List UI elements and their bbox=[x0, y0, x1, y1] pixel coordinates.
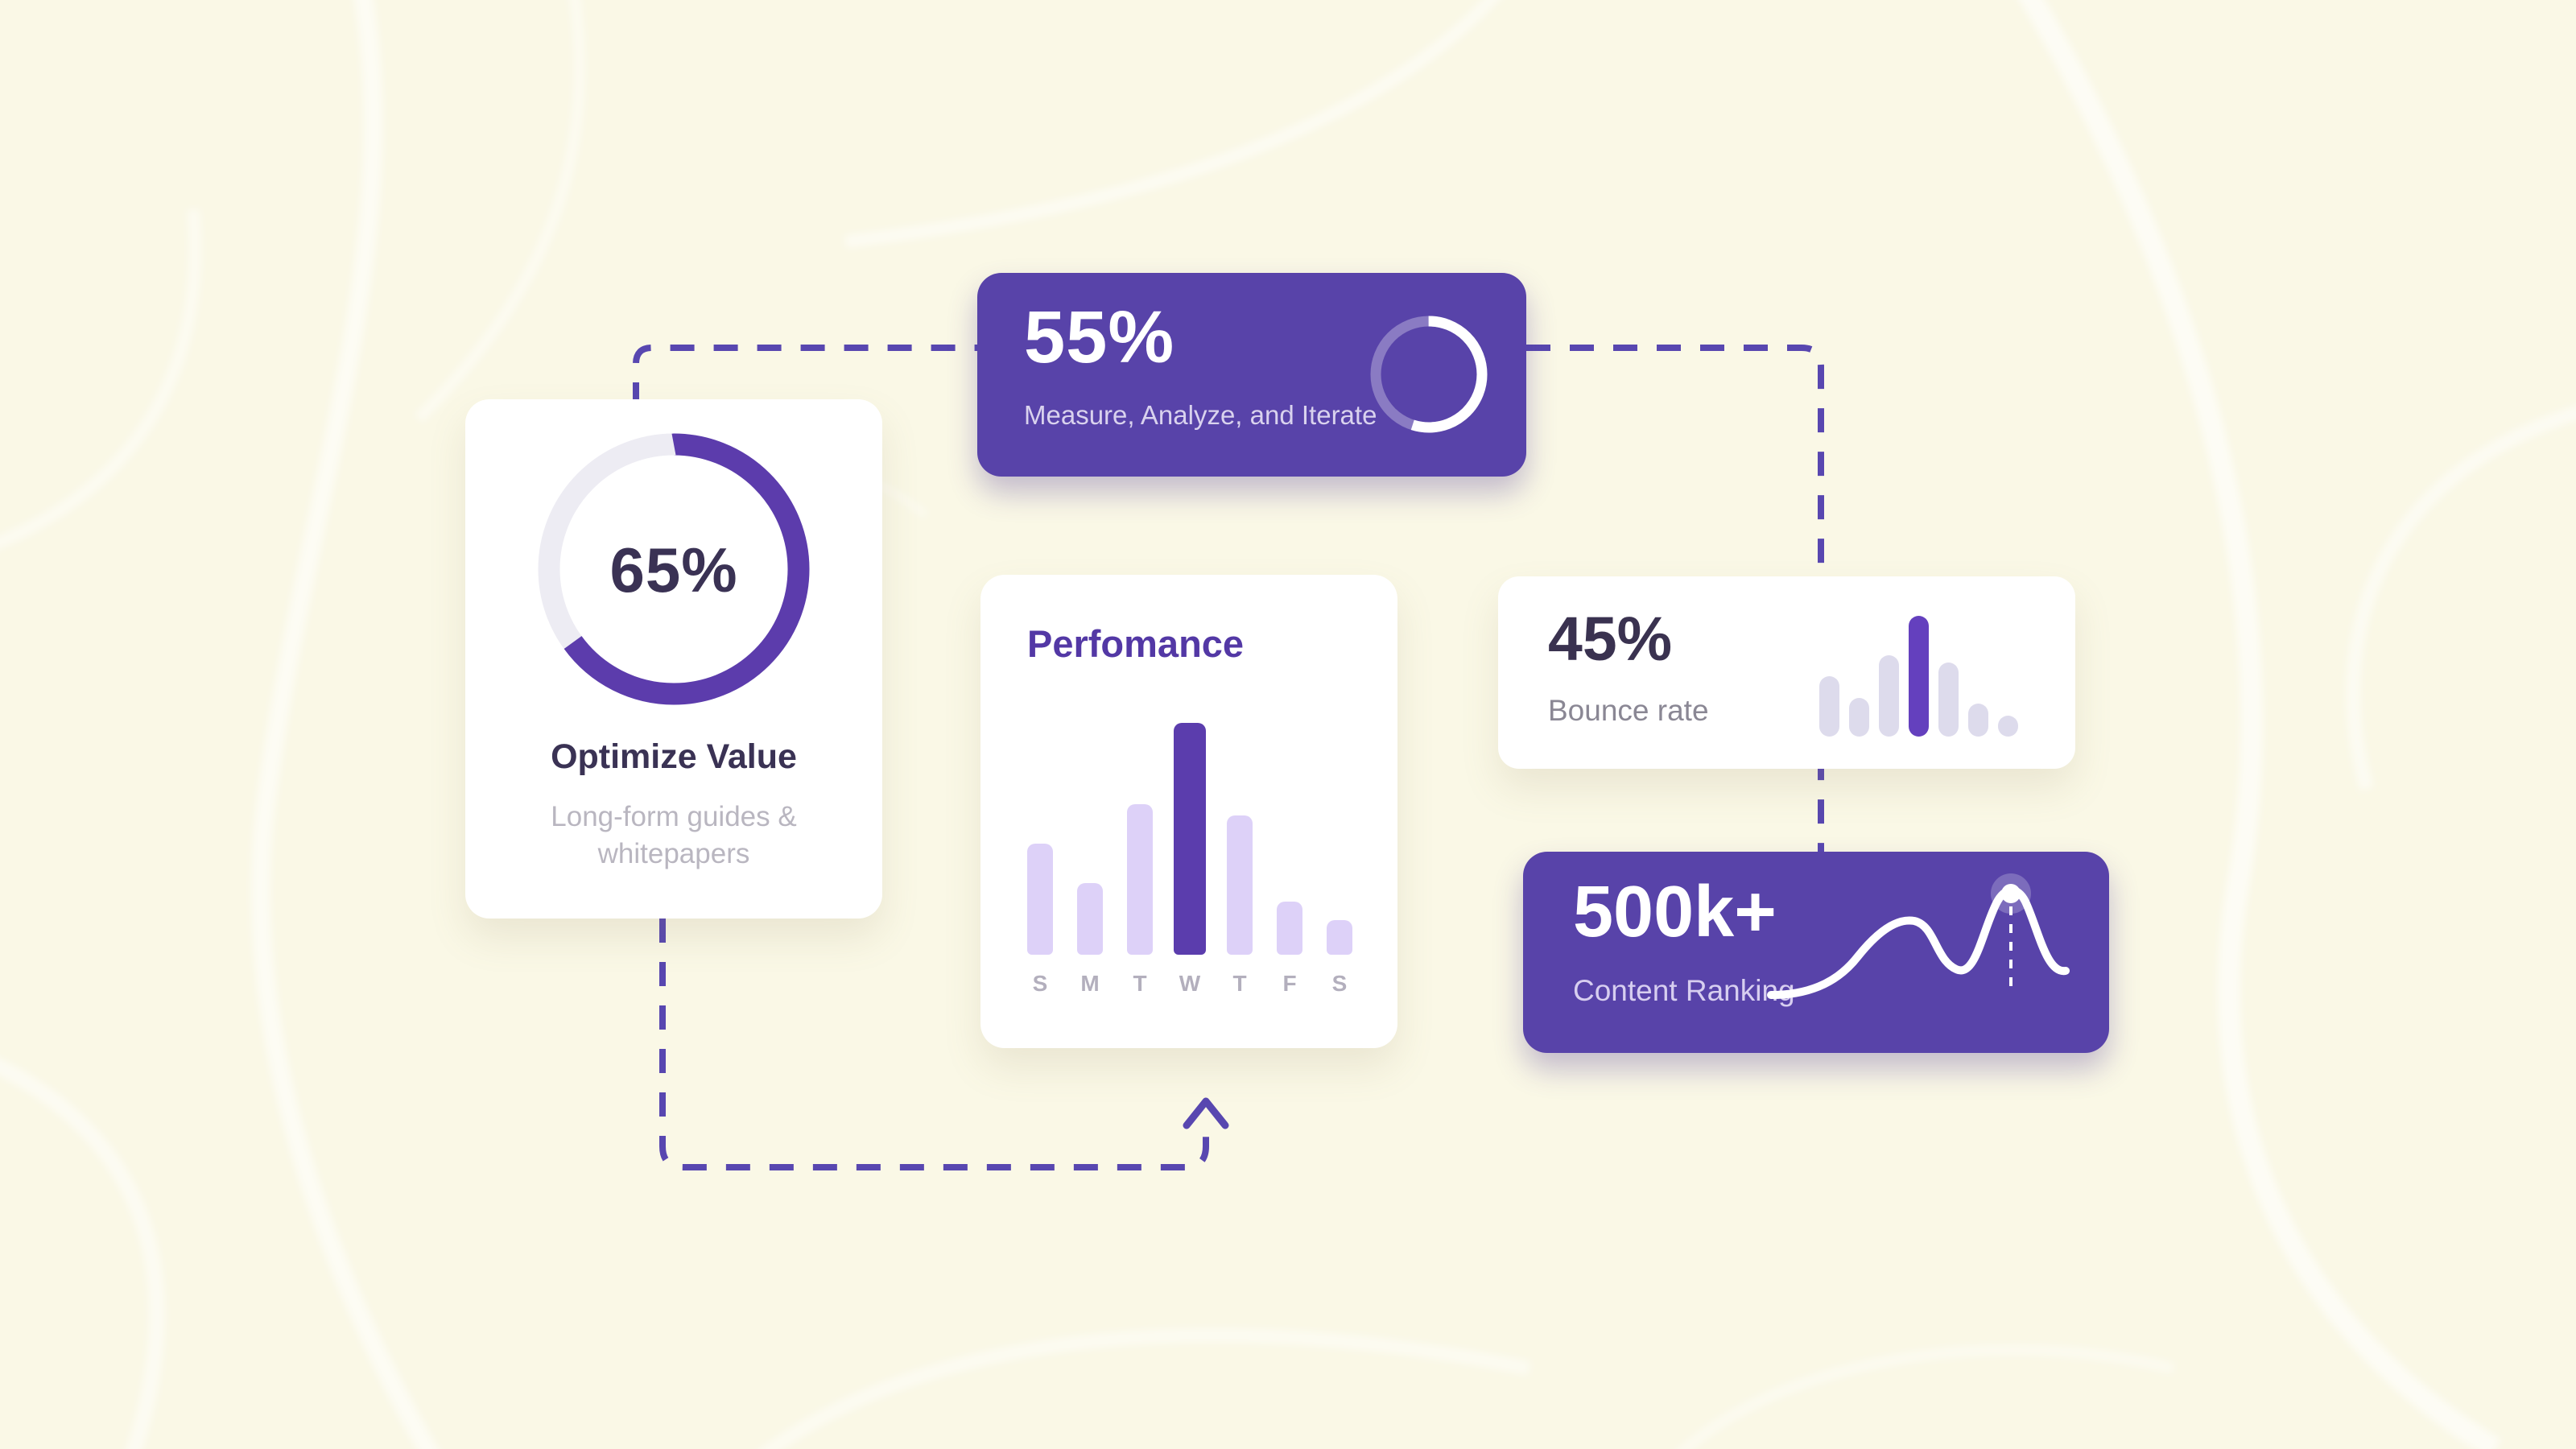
day-label: T bbox=[1133, 971, 1147, 996]
performance-bar-column bbox=[1124, 723, 1156, 955]
connector-optimize-to-performance bbox=[659, 919, 1209, 1170]
day-label: W bbox=[1179, 971, 1201, 996]
bounce-label: Bounce rate bbox=[1548, 694, 1709, 727]
performance-bar-column bbox=[1174, 723, 1206, 955]
bounce-bar bbox=[1968, 704, 1988, 737]
performance-bar bbox=[1227, 815, 1253, 955]
ranking-marker-dot bbox=[2001, 884, 2021, 903]
donut-progress-arc bbox=[538, 433, 810, 705]
optimize-donut-chart bbox=[538, 433, 810, 705]
measure-progress-ring-chart bbox=[1370, 316, 1488, 433]
performance-bar bbox=[1327, 920, 1352, 955]
connector-measure-to-ranking bbox=[1526, 345, 1824, 852]
connector-optimize-to-measure bbox=[633, 345, 977, 407]
bounce-bar bbox=[1879, 655, 1899, 737]
optimize-subtitle: Long-form guides & whitepapers bbox=[551, 801, 797, 870]
bounce-value: 45% bbox=[1548, 605, 1673, 674]
bounce-bar bbox=[1998, 716, 2018, 737]
performance-chart-card: Perfomance S M T W T F S bbox=[980, 575, 1397, 1048]
optimize-title: Optimize Value bbox=[551, 737, 797, 776]
bounce-bar bbox=[1938, 663, 1959, 737]
optimize-value: 65% bbox=[609, 534, 738, 605]
optimize-stat-card: 65% Optimize Value Long-form guides & wh… bbox=[465, 399, 882, 919]
day-label: T bbox=[1232, 971, 1247, 996]
performance-bar-column bbox=[1274, 723, 1306, 955]
performance-bar bbox=[1027, 844, 1053, 955]
bounce-bar bbox=[1819, 676, 1839, 737]
ranking-value: 500k+ bbox=[1573, 872, 1777, 952]
bounce-bar bbox=[1849, 698, 1869, 737]
performance-bar-highlighted bbox=[1174, 723, 1206, 955]
bounce-bar-highlighted bbox=[1909, 616, 1929, 737]
bounce-mini-bar-chart bbox=[1819, 616, 2018, 737]
measure-label: Measure, Analyze, and Iterate bbox=[1024, 400, 1377, 430]
content-ranking-stat-card: 500k+ Content Ranking bbox=[1523, 852, 2109, 1053]
ranking-label: Content Ranking bbox=[1573, 974, 1795, 1007]
measure-value: 55% bbox=[1024, 296, 1175, 378]
performance-bar-chart bbox=[1024, 723, 1356, 955]
performance-bar-column bbox=[1323, 723, 1356, 955]
performance-bar bbox=[1077, 883, 1103, 955]
ranking-line bbox=[1767, 886, 2070, 999]
performance-bar-column bbox=[1224, 723, 1256, 955]
bounce-rate-stat-card: 45% Bounce rate bbox=[1498, 576, 2075, 769]
performance-bar bbox=[1277, 902, 1302, 955]
ranking-line-chart bbox=[1767, 873, 2070, 999]
performance-title: Perfomance bbox=[1027, 622, 1245, 665]
performance-bar-column bbox=[1074, 723, 1106, 955]
performance-bar bbox=[1127, 804, 1153, 955]
performance-bar-column bbox=[1024, 723, 1056, 955]
day-label: S bbox=[1032, 971, 1048, 996]
measure-stat-card: 55% Measure, Analyze, and Iterate bbox=[977, 273, 1526, 477]
day-label: M bbox=[1080, 971, 1100, 996]
day-label: S bbox=[1331, 971, 1348, 996]
arrow-up-icon bbox=[1183, 1097, 1229, 1129]
ring-progress-arc bbox=[1370, 316, 1488, 433]
day-label: F bbox=[1282, 971, 1297, 996]
